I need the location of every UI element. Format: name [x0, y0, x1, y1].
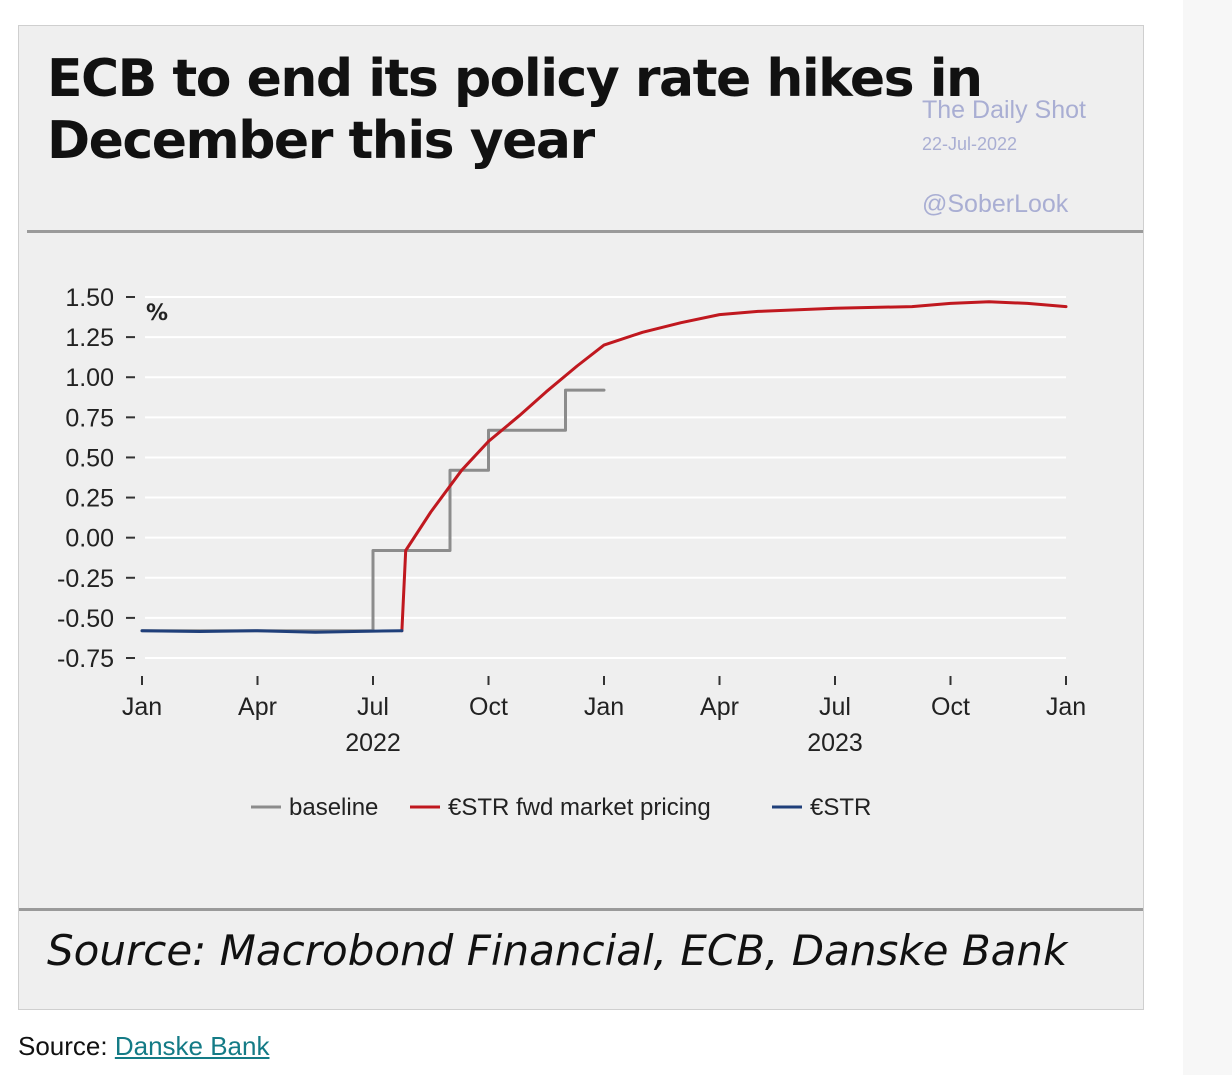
grid-lines	[145, 296, 1066, 659]
y-tick-label: -0.50	[57, 605, 114, 633]
x-tick-label: Jul	[357, 693, 389, 721]
y-tick-label: 1.00	[65, 364, 114, 392]
y-tick-label: 0.25	[65, 485, 114, 513]
title-divider	[27, 230, 1143, 233]
legend-label: €STR fwd market pricing	[448, 794, 711, 821]
watermark-date: 22-Jul-2022	[922, 134, 1018, 154]
chart-source-note: Source: Macrobond Financial, ECB, Danske…	[47, 926, 1068, 975]
y-axis-unit-label: %	[146, 301, 168, 326]
caption-prefix: Source:	[18, 1031, 115, 1061]
series-line-str-fwd-market-pricing	[400, 300, 1068, 633]
y-axis: 1.50 1.25 1.00 0.75 0.50 0.25 0.00 -0.25 -0.50 -0…	[57, 284, 135, 673]
x-tick-label: Apr	[700, 693, 739, 721]
x-axis: Jan Apr Jul Oct Jan Apr Jul Oct Jan 2022 2023	[122, 676, 1086, 757]
y-tick-label: 0.75	[65, 404, 114, 432]
x-tick-label: Jul	[819, 693, 851, 721]
y-tick-label: -0.75	[57, 645, 114, 673]
y-tick-label: 0.50	[65, 444, 114, 472]
page-margin	[1183, 0, 1232, 1075]
line-chart: 1.50 1.25 1.00 0.75 0.50 0.25 0.00 -0.25 -0.50 -0…	[57, 284, 1086, 821]
x-tick-label: Apr	[238, 693, 277, 721]
y-tick-label: -0.25	[57, 565, 114, 593]
x-year-label: 2022	[345, 729, 401, 757]
legend: baseline €STR fwd market pricing €STR	[251, 794, 871, 821]
x-tick-label: Jan	[122, 693, 162, 721]
legend-label: baseline	[289, 794, 378, 821]
x-tick-label: Oct	[931, 693, 970, 721]
y-tick-label: 1.25	[65, 324, 114, 352]
legend-label: €STR	[810, 794, 871, 821]
watermark-name: The Daily Shot	[922, 96, 1086, 124]
series-line-str	[140, 629, 404, 634]
source-divider	[19, 908, 1143, 911]
source-link[interactable]: Danske Bank	[114, 1031, 270, 1061]
series-lines	[140, 300, 1068, 634]
series-line-baseline	[140, 388, 606, 633]
x-tick-label: Jan	[1046, 693, 1086, 721]
x-tick-label: Oct	[469, 693, 508, 721]
y-tick-label: 0.00	[65, 525, 114, 553]
x-tick-label: Jan	[584, 693, 624, 721]
chart-title: ECB to end its policy rate hikes in Dece…	[47, 49, 983, 171]
chart-card: ECB to end its policy rate hikes in Dece…	[18, 25, 1144, 1010]
page-caption: Source: Danske Bank	[18, 1031, 269, 1062]
watermark-handle: @SoberLook	[922, 190, 1069, 218]
y-tick-label: 1.50	[65, 284, 114, 312]
x-year-label: 2023	[807, 729, 863, 757]
